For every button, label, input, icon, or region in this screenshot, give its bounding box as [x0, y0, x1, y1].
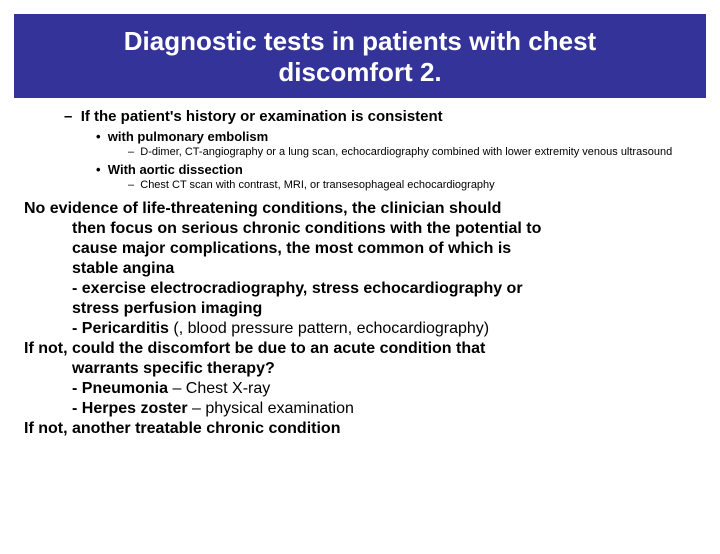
- p1-l3: cause major complications, the most comm…: [72, 239, 696, 259]
- l2b-text: With aortic dissection: [108, 162, 243, 177]
- p2-l4: - Herpes zoster – physical examination: [72, 399, 696, 419]
- pericarditis-label: - Pericarditis: [72, 320, 169, 337]
- paragraph-2: If not, could the discomfort be due to a…: [24, 339, 696, 419]
- pericarditis-detail: (, blood pressure pattern, echocardiogra…: [169, 320, 489, 337]
- slide-content: – If the patient's history or examinatio…: [0, 104, 720, 439]
- dash: –: [128, 146, 134, 158]
- bullet-level2-pe: • with pulmonary embolism: [96, 129, 696, 145]
- p1-l4: stable angina: [72, 259, 696, 279]
- p2-l2: warrants specific therapy?: [72, 359, 696, 379]
- title-bar: Diagnostic tests in patients with chest …: [14, 14, 706, 98]
- herpes-label: - Herpes zoster: [72, 400, 188, 417]
- bullet-level3-ad: – Chest CT scan with contrast, MRI, or t…: [128, 179, 696, 193]
- bullet-level3-pe: – D-dimer, CT-angiography or a lung scan…: [128, 146, 696, 160]
- paragraph-3: If not, another treatable chronic condit…: [24, 419, 696, 439]
- p1-l5a: - exercise electrocradiography, stress e…: [72, 279, 696, 299]
- l3b-text: Chest CT scan with contrast, MRI, or tra…: [140, 179, 494, 191]
- dash: –: [128, 179, 134, 191]
- p1-l2: then focus on serious chronic conditions…: [72, 219, 696, 239]
- bullet: •: [96, 162, 101, 177]
- l2a-text: with pulmonary embolism: [108, 129, 268, 144]
- p1-l6: - Pericarditis (, blood pressure pattern…: [72, 319, 696, 339]
- l1-text: If the patient's history or examination …: [81, 108, 443, 125]
- paragraph-1: No evidence of life-threatening conditio…: [24, 199, 696, 339]
- bullet: •: [96, 129, 101, 144]
- p3-l1: If not, another treatable chronic condit…: [24, 419, 696, 439]
- herpes-detail: – physical examination: [188, 400, 354, 417]
- p1-l1: No evidence of life-threatening conditio…: [24, 199, 696, 219]
- l3a-text: D-dimer, CT-angiography or a lung scan, …: [140, 146, 672, 158]
- pneumonia-label: - Pneumonia: [72, 380, 168, 397]
- bullet-level1: – If the patient's history or examinatio…: [64, 108, 696, 127]
- pneumonia-detail: – Chest X-ray: [168, 380, 270, 397]
- bullet-level2-ad: • With aortic dissection: [96, 162, 696, 178]
- p2-l3: - Pneumonia – Chest X-ray: [72, 379, 696, 399]
- slide-title: Diagnostic tests in patients with chest …: [54, 26, 666, 88]
- p2-l1: If not, could the discomfort be due to a…: [24, 339, 696, 359]
- dash: –: [64, 108, 72, 125]
- p1-l5b: stress perfusion imaging: [72, 299, 696, 319]
